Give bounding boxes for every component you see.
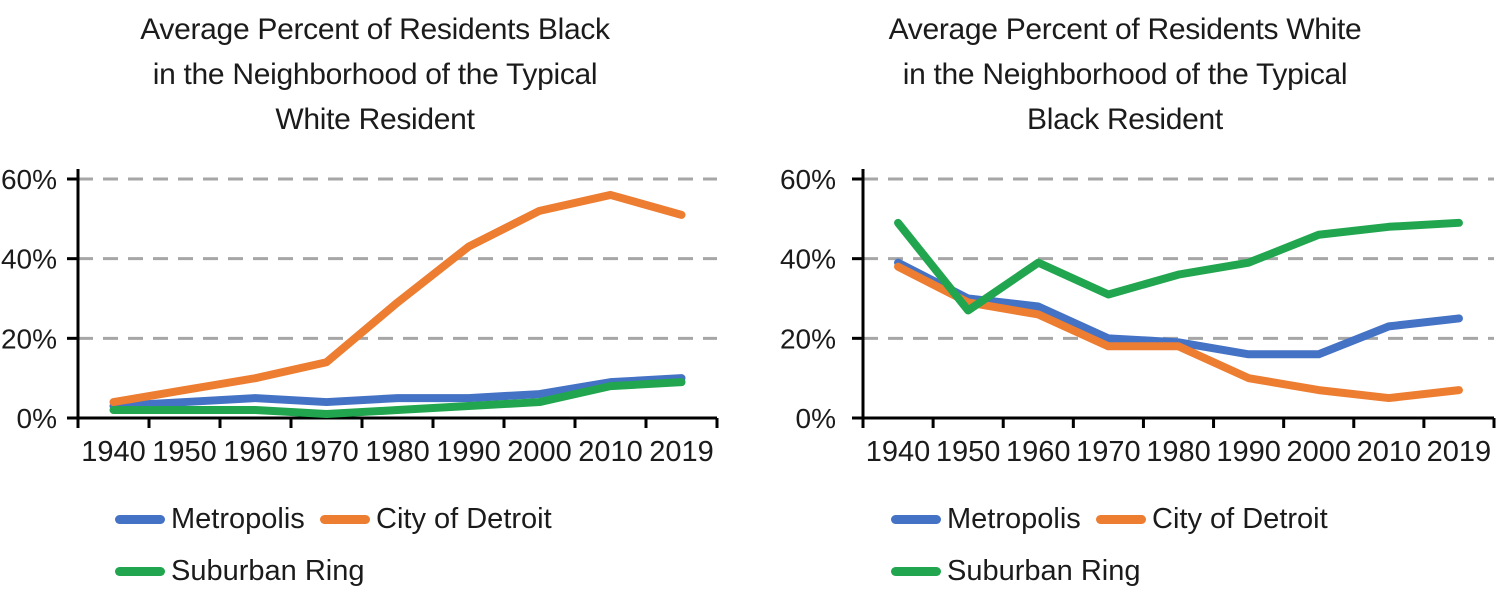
chart-title-line: Average Percent of Residents Black bbox=[140, 13, 610, 46]
x-axis-label: 2000 bbox=[507, 436, 572, 468]
metropolis-line-swatch bbox=[115, 515, 165, 524]
series-line-suburban-ring bbox=[109, 378, 686, 419]
x-axis-label: 2010 bbox=[1357, 436, 1422, 468]
series-line-city-of-detroit bbox=[894, 262, 1463, 403]
chart-title-line: White Resident bbox=[275, 103, 475, 136]
legend-item-metropolis: Metropolis bbox=[115, 503, 320, 536]
line-chart-plot: 0%20%40%60%1940 1950 1960 1970 1980 1990 2000 2… bbox=[780, 164, 1496, 468]
y-axis-label: 0% bbox=[17, 403, 57, 434]
series-line-metropolis bbox=[109, 374, 686, 411]
legend-row: Metropolis City of Detroit bbox=[115, 503, 750, 536]
legend-label: Suburban Ring bbox=[171, 555, 365, 587]
chart-title: Average Percent of Residents Black in th… bbox=[0, 0, 750, 151]
legend-item-suburban-ring: Suburban Ring bbox=[115, 555, 364, 588]
chart-legend: Metropolis City of Detroit Suburban Ring bbox=[0, 503, 750, 588]
y-axis-label: 20% bbox=[780, 323, 836, 354]
suburban-ring-line-swatch bbox=[115, 567, 165, 576]
chart-title: Average Percent of Residents White in th… bbox=[750, 0, 1500, 151]
city-of-detroit-line-swatch bbox=[1096, 515, 1146, 524]
chart-panel-black-exposure: Average Percent of Residents Black in th… bbox=[0, 0, 750, 592]
legend-label: City of Detroit bbox=[376, 503, 552, 535]
legend-item-city-of-detroit: City of Detroit bbox=[1096, 503, 1328, 536]
x-axis-label: 2000 bbox=[1286, 436, 1351, 468]
legend-row: Suburban Ring bbox=[891, 555, 1500, 588]
suburban-ring-line-swatch bbox=[891, 567, 941, 576]
y-axis-label: 0% bbox=[796, 403, 836, 434]
x-axis-label: 1950 bbox=[152, 436, 217, 468]
x-axis-label: 1960 bbox=[1006, 436, 1071, 468]
legend-row: Metropolis City of Detroit bbox=[891, 503, 1500, 536]
legend-item-metropolis: Metropolis bbox=[891, 503, 1096, 536]
x-axis-label: 1950 bbox=[936, 436, 1001, 468]
y-axis-label: 60% bbox=[1, 164, 57, 195]
chart-title-line: Average Percent of Residents White bbox=[888, 13, 1362, 46]
legend-label: Metropolis bbox=[171, 503, 305, 535]
x-axis-label: 1980 bbox=[365, 436, 430, 468]
chart-title-line: Black Resident bbox=[1027, 103, 1223, 136]
x-axis-label: 2019 bbox=[1427, 436, 1492, 468]
legend-label: Metropolis bbox=[947, 503, 1081, 535]
x-axis-label: 1990 bbox=[436, 436, 501, 468]
x-axis-label: 1980 bbox=[1146, 436, 1211, 468]
legend-row: Suburban Ring bbox=[115, 555, 750, 588]
x-axis-label: 1940 bbox=[866, 436, 931, 468]
line-chart-plot: 0%20%40%60%1940 1950 1960 1970 1980 1990 2000 2… bbox=[1, 164, 719, 468]
chart-panel-white-exposure: Average Percent of Residents White in th… bbox=[750, 0, 1500, 592]
x-axis-label: 1960 bbox=[223, 436, 288, 468]
series-line-suburban-ring bbox=[894, 218, 1463, 315]
y-axis-label: 40% bbox=[1, 244, 57, 275]
x-axis-label: 2010 bbox=[578, 436, 643, 468]
legend-item-city-of-detroit: City of Detroit bbox=[320, 503, 552, 536]
x-axis-label: 1990 bbox=[1216, 436, 1281, 468]
y-axis-label: 40% bbox=[780, 244, 836, 275]
legend-label: City of Detroit bbox=[1152, 503, 1328, 535]
chart-title-line: in the Neighborhood of the Typical bbox=[152, 58, 598, 91]
x-axis-label: 1970 bbox=[294, 436, 359, 468]
legend-label: Suburban Ring bbox=[947, 555, 1141, 587]
x-axis-label: 1970 bbox=[1076, 436, 1141, 468]
metropolis-line-swatch bbox=[891, 515, 941, 524]
legend-item-suburban-ring: Suburban Ring bbox=[891, 555, 1140, 588]
series-line-city-of-detroit bbox=[109, 190, 686, 407]
city-of-detroit-line-swatch bbox=[320, 515, 370, 524]
x-axis-label: 1940 bbox=[81, 436, 146, 468]
y-axis-label: 60% bbox=[780, 164, 836, 195]
chart-legend: Metropolis City of Detroit Suburban Ring bbox=[750, 503, 1500, 588]
y-axis-label: 20% bbox=[1, 323, 57, 354]
chart-title-line: in the Neighborhood of the Typical bbox=[902, 58, 1348, 91]
x-axis-label: 2019 bbox=[649, 436, 714, 468]
